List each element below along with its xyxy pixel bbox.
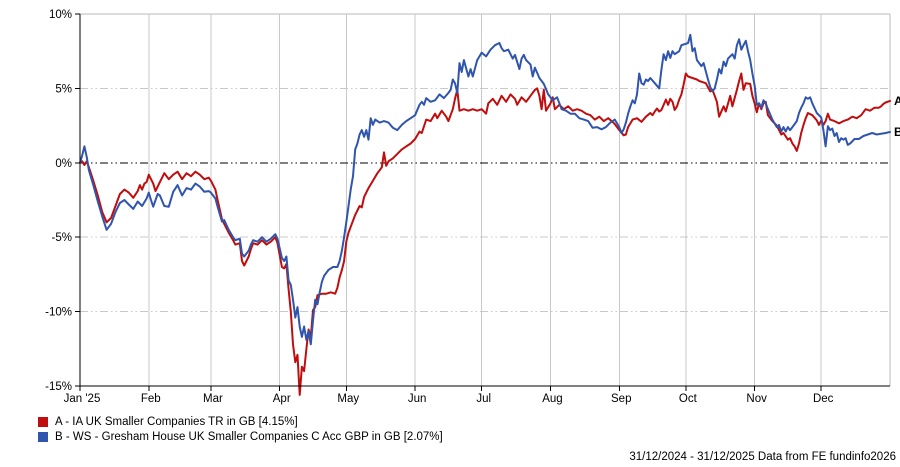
y-tick-label: 5% [55, 83, 72, 95]
x-tick-label: Jul [476, 393, 491, 405]
x-tick-label: Aug [542, 393, 562, 405]
x-tick-label: Feb [141, 393, 161, 405]
x-tick-label: Jun [408, 393, 427, 405]
legend-item-b: B - WS - Gresham House UK Smaller Compan… [38, 430, 443, 444]
y-tick-label: -15% [45, 381, 72, 393]
series-a-line [79, 72, 891, 396]
x-tick-label: May [337, 393, 359, 405]
series-b-swatch [38, 432, 48, 442]
series-b-label: B - WS - Gresham House UK Smaller Compan… [55, 431, 443, 443]
x-tick-label: Sep [611, 393, 631, 405]
y-tick-label: 0% [55, 158, 72, 170]
legend-item-a: A - IA UK Smaller Companies TR in GB [4.… [38, 415, 443, 429]
x-tick-label: Jan '25 [64, 393, 101, 405]
performance-plot: Jan '25 Feb Mar Apr May Jun Jul Aug Sep Oct Nov Dec… [45, 9, 900, 405]
x-tick-label: Mar [203, 393, 223, 405]
x-tick-label: Apr [273, 393, 291, 405]
x-tick-label: Dec [813, 393, 834, 405]
date-range-attribution: 31/12/2024 - 31/12/2025 Data from FE fun… [629, 451, 896, 463]
y-tick-label: -10% [45, 307, 72, 319]
y-tick-label: -5% [52, 232, 72, 244]
y-tick-label: 10% [49, 9, 72, 21]
legend: A - IA UK Smaller Companies TR in GB [4.… [38, 415, 443, 445]
x-tick-label: Nov [746, 393, 767, 405]
x-tick-label: Oct [679, 393, 698, 405]
series-a-end-label: A [894, 94, 900, 108]
series-b-end-label: B [894, 125, 900, 139]
series-a-label: A - IA UK Smaller Companies TR in GB [4.… [55, 416, 298, 428]
series-b-line [79, 33, 891, 346]
series-a-swatch [38, 417, 48, 427]
